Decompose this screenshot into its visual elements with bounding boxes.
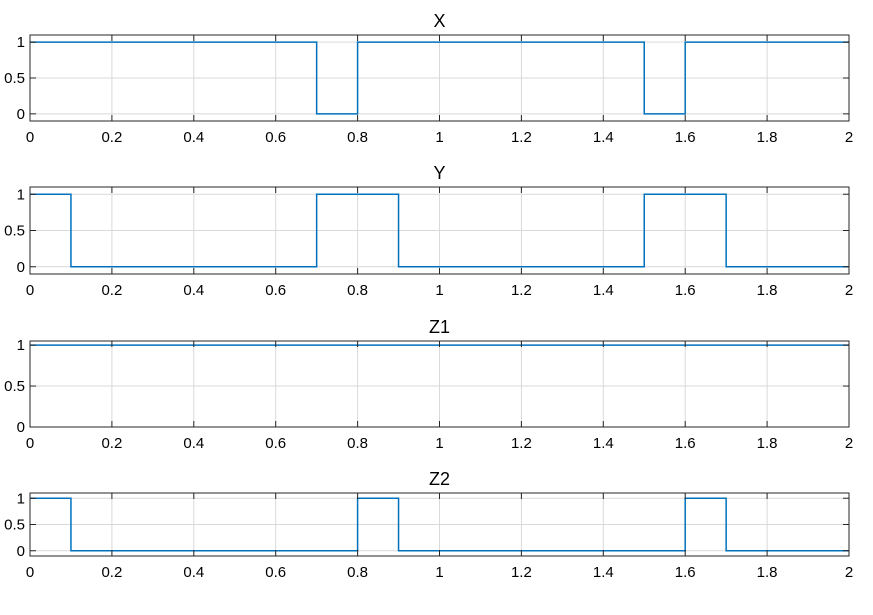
y-tick-label: 1 — [17, 186, 25, 203]
x-tick-label: 1.2 — [511, 564, 532, 581]
x-tick-label: 1 — [435, 564, 443, 581]
subplot-0: 0 0.2 0.4 0.6 0.8 1 1.2 1.4 1.6 1.8 2 0 0.5 1 X — [4, 11, 853, 146]
x-tick-label: 0.4 — [183, 282, 204, 299]
x-tick-label: 0.8 — [347, 564, 368, 581]
y-tick-label: 0 — [17, 419, 25, 436]
x-tick-label: 0.6 — [265, 435, 286, 452]
x-tick-label: 2 — [845, 282, 853, 299]
subplot-title: X — [433, 11, 445, 31]
x-tick-label: 1.8 — [757, 435, 778, 452]
x-tick-label: 1.4 — [593, 129, 614, 146]
x-tick-label: 0.8 — [347, 282, 368, 299]
x-tick-label: 1.6 — [675, 564, 696, 581]
subplot-3: 0 0.2 0.4 0.6 0.8 1 1.2 1.4 1.6 1.8 2 0 0.5 1 Z2 — [4, 469, 853, 581]
x-tick-label: 1.8 — [757, 564, 778, 581]
x-tick-label: 0.8 — [347, 129, 368, 146]
x-tick-label: 1.6 — [675, 129, 696, 146]
series-line-0 — [30, 193, 849, 268]
x-tick-label: 0.4 — [183, 564, 204, 581]
subplot-2: 0 0.2 0.4 0.6 0.8 1 1.2 1.4 1.6 1.8 2 0 0.5 1 Z1 — [4, 317, 853, 452]
x-tick-label: 0 — [26, 435, 34, 452]
y-tick-label: 0 — [17, 106, 25, 123]
x-tick-label: 0.6 — [265, 564, 286, 581]
x-tick-label: 0 — [26, 564, 34, 581]
y-tick-label: 0.5 — [4, 517, 25, 534]
y-tick-label: 0 — [17, 543, 25, 560]
y-tick-label: 0 — [17, 259, 25, 276]
x-tick-label: 0.8 — [347, 435, 368, 452]
y-tick-label: 1 — [17, 337, 25, 354]
x-tick-label: 1.6 — [675, 282, 696, 299]
x-tick-label: 2 — [845, 564, 853, 581]
x-tick-label: 0.4 — [183, 435, 204, 452]
x-tick-label: 1.4 — [593, 564, 614, 581]
subplot-title: Z2 — [429, 469, 450, 489]
x-tick-label: 0.2 — [101, 564, 122, 581]
x-tick-label: 0 — [26, 282, 34, 299]
x-tick-label: 0 — [26, 129, 34, 146]
x-tick-label: 2 — [845, 129, 853, 146]
x-tick-label: 1 — [435, 435, 443, 452]
x-tick-label: 1.8 — [757, 282, 778, 299]
subplot-1: 0 0.2 0.4 0.6 0.8 1 1.2 1.4 1.6 1.8 2 0 0.5 1 Y — [4, 163, 853, 299]
x-tick-label: 0.6 — [265, 129, 286, 146]
y-tick-label: 1 — [17, 34, 25, 51]
series-line-0 — [30, 497, 849, 552]
subplot-title: Y — [433, 163, 445, 183]
x-tick-label: 0.2 — [101, 129, 122, 146]
x-tick-label: 2 — [845, 435, 853, 452]
x-tick-label: 1.2 — [511, 435, 532, 452]
y-tick-label: 1 — [17, 490, 25, 507]
x-tick-label: 1.4 — [593, 435, 614, 452]
x-tick-label: 0.2 — [101, 435, 122, 452]
x-tick-label: 1.8 — [757, 129, 778, 146]
x-tick-label: 1.6 — [675, 435, 696, 452]
subplot-title: Z1 — [429, 317, 450, 337]
x-tick-label: 0.4 — [183, 129, 204, 146]
x-tick-label: 0.6 — [265, 282, 286, 299]
y-tick-label: 0.5 — [4, 223, 25, 240]
x-tick-label: 1.2 — [511, 282, 532, 299]
x-tick-label: 1 — [435, 129, 443, 146]
x-tick-label: 0.2 — [101, 282, 122, 299]
x-tick-label: 1.4 — [593, 282, 614, 299]
y-tick-label: 0.5 — [4, 378, 25, 395]
x-tick-label: 1.2 — [511, 129, 532, 146]
y-tick-label: 0.5 — [4, 70, 25, 87]
series-line-0 — [30, 41, 849, 115]
x-tick-label: 1 — [435, 282, 443, 299]
